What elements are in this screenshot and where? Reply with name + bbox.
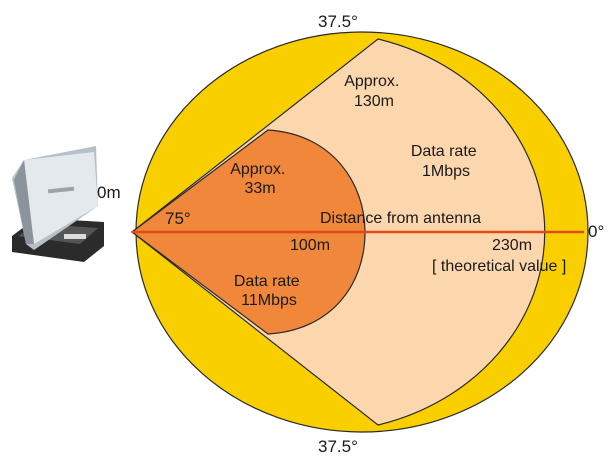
near-distance-mark: 100m <box>290 237 330 254</box>
angle-center-label: 75° <box>165 209 191 228</box>
far-data-rate-label: Data rate 1Mbps <box>411 143 481 180</box>
origin-label: 0m <box>97 183 121 202</box>
far-distance-mark: 230m <box>492 237 532 254</box>
near-data-rate-label: Data rate 11Mbps <box>234 273 304 309</box>
axis-title: Distance from antenna <box>320 210 481 227</box>
theoretical-value-note: [ theoretical value ] <box>432 258 566 275</box>
angle-bottom-label: 37.5° <box>318 437 358 456</box>
zero-degree-label: 0° <box>588 222 604 241</box>
far-range-label: Approx. 130m <box>344 73 404 110</box>
near-range-label: Approx. 33m <box>230 161 290 197</box>
angle-top-label: 37.5° <box>318 12 358 31</box>
wireless-access-point-icon <box>12 146 104 262</box>
